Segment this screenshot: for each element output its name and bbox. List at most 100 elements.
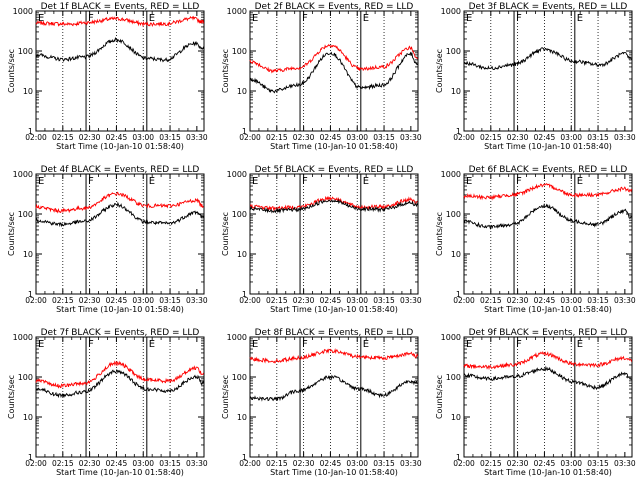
x-tick-label: 03:30 (400, 133, 422, 142)
x-tick-label: 03:15 (159, 459, 181, 468)
x-tick-label: 02:00 (25, 296, 47, 305)
region-label: E (149, 176, 155, 187)
x-tick-label: 03:00 (560, 459, 582, 468)
x-tick-label: 03:00 (346, 296, 368, 305)
y-tick-label: 10 (237, 413, 247, 422)
y-tick-label: 10 (451, 250, 461, 259)
x-tick-label: 03:30 (186, 459, 208, 468)
region-label: E (252, 13, 258, 24)
x-tick-label: 03:30 (186, 133, 208, 142)
x-tick-label: 02:45 (320, 459, 342, 468)
y-tick-label: 100 (232, 210, 247, 219)
panel-title: Det 5f BLACK = Events, RED = LLD (255, 165, 414, 175)
x-tick-label: 03:15 (373, 296, 395, 305)
x-axis-label: Start Time (10-Jan-10 01:58:40) (270, 305, 398, 314)
y-tick-label: 10 (23, 413, 33, 422)
y-tick-label: 1 (242, 290, 247, 299)
region-label: F (516, 339, 522, 350)
y-tick-label: 1 (242, 127, 247, 136)
plot-frame (35, 336, 205, 458)
series-events-line (463, 202, 632, 231)
panel-title: Det 8f BLACK = Events, RED = LLD (255, 328, 414, 338)
series-events-line (249, 198, 419, 214)
plot-frame (249, 336, 419, 458)
x-tick-label: 02:45 (106, 459, 128, 468)
series-events-line (463, 365, 632, 391)
x-tick-label: 02:45 (534, 296, 556, 305)
y-tick-label: 1000 (227, 333, 247, 342)
region-label: E (577, 13, 583, 24)
series-lld-line (35, 360, 205, 389)
x-tick-label: 03:15 (587, 459, 609, 468)
y-tick-label: 10 (237, 250, 247, 259)
region-label: E (577, 339, 583, 350)
x-tick-label: 03:15 (373, 459, 395, 468)
y-tick-label: 10 (23, 250, 33, 259)
x-tick-label: 02:30 (507, 296, 529, 305)
y-tick-label: 1000 (13, 7, 33, 16)
x-tick-label: 02:30 (293, 296, 315, 305)
series-events-line (463, 47, 632, 70)
x-tick-label: 03:00 (346, 459, 368, 468)
y-tick-label: 10 (23, 87, 33, 96)
x-tick-label: 03:15 (159, 296, 181, 305)
x-tick-label: 02:15 (266, 296, 288, 305)
y-axis-label: Counts/sec (435, 212, 444, 256)
x-tick-label: 02:15 (52, 459, 74, 468)
x-tick-label: 03:30 (400, 296, 422, 305)
x-tick-label: 02:00 (453, 459, 475, 468)
y-tick-label: 1000 (441, 333, 461, 342)
x-tick-label: 03:30 (614, 296, 636, 305)
x-axis-label: Start Time (10-Jan-10 01:58:40) (484, 305, 612, 314)
y-axis-label: Counts/sec (221, 49, 230, 93)
x-tick-label: 02:00 (239, 296, 261, 305)
x-tick-label: 03:30 (400, 459, 422, 468)
plot-frame (249, 173, 419, 295)
plot-frame (463, 10, 633, 132)
x-tick-label: 02:15 (480, 133, 502, 142)
series-lld-line (463, 183, 633, 201)
x-tick-label: 03:00 (132, 296, 154, 305)
x-tick-label: 02:30 (79, 296, 101, 305)
x-axis-label: Start Time (10-Jan-10 01:58:40) (270, 142, 398, 151)
x-tick-label: 03:30 (614, 459, 636, 468)
x-tick-label: 02:00 (25, 133, 47, 142)
y-tick-label: 100 (18, 47, 33, 56)
y-tick-label: 1 (456, 290, 461, 299)
y-tick-label: 1 (242, 453, 247, 462)
y-axis-label: Counts/sec (435, 49, 444, 93)
region-label: E (252, 339, 258, 350)
x-axis-label: Start Time (10-Jan-10 01:58:40) (484, 142, 612, 151)
region-label: F (302, 13, 308, 24)
region-label: F (88, 176, 94, 187)
series-lld-line (463, 350, 633, 371)
series-lld-line (249, 195, 418, 212)
x-tick-label: 02:00 (453, 296, 475, 305)
panel-title: Det 2f BLACK = Events, RED = LLD (255, 2, 414, 12)
region-label: E (252, 176, 258, 187)
y-tick-label: 100 (18, 210, 33, 219)
region-label: E (363, 13, 369, 24)
region-label: E (38, 13, 44, 24)
panel-title: Det 9f BLACK = Events, RED = LLD (469, 328, 628, 338)
x-axis-label: Start Time (10-Jan-10 01:58:40) (270, 468, 398, 477)
x-tick-label: 02:30 (79, 133, 101, 142)
x-tick-label: 02:30 (293, 459, 315, 468)
y-tick-label: 100 (18, 373, 33, 382)
y-axis-label: Counts/sec (7, 212, 16, 256)
y-tick-label: 1 (28, 127, 33, 136)
series-events-line (35, 369, 205, 399)
y-tick-label: 100 (446, 47, 461, 56)
y-tick-label: 1 (456, 453, 461, 462)
x-tick-label: 03:30 (614, 133, 636, 142)
x-axis-label: Start Time (10-Jan-10 01:58:40) (56, 142, 184, 151)
x-tick-label: 03:15 (373, 133, 395, 142)
region-label: E (466, 339, 472, 350)
panel-title: Det 1f BLACK = Events, RED = LLD (41, 2, 200, 12)
